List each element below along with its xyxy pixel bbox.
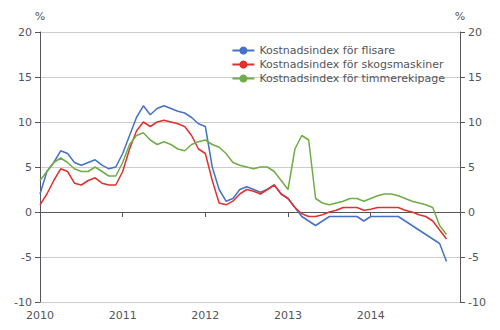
svg-text:20: 20: [468, 26, 482, 39]
svg-text:-10: -10: [14, 296, 32, 309]
svg-text:5: 5: [25, 161, 32, 174]
svg-text:2010: 2010: [26, 309, 54, 322]
svg-text:5: 5: [468, 161, 475, 174]
svg-text:2011: 2011: [109, 309, 137, 322]
svg-text:Kostnadsindex för timmerekipag: Kostnadsindex för timmerekipage: [259, 72, 445, 85]
svg-text:2012: 2012: [191, 309, 219, 322]
svg-text:Kostnadsindex för flisare: Kostnadsindex för flisare: [259, 44, 395, 57]
svg-text:2014: 2014: [357, 309, 385, 322]
svg-text:2013: 2013: [274, 309, 302, 322]
svg-text:-5: -5: [468, 251, 479, 264]
svg-text:%: %: [35, 10, 45, 23]
svg-text:15: 15: [468, 71, 482, 84]
svg-text:10: 10: [18, 116, 32, 129]
svg-text:-5: -5: [21, 251, 32, 264]
svg-text:15: 15: [18, 71, 32, 84]
svg-text:%: %: [455, 10, 465, 23]
svg-text:10: 10: [468, 116, 482, 129]
svg-text:0: 0: [25, 206, 32, 219]
svg-text:-10: -10: [468, 296, 486, 309]
svg-text:0: 0: [468, 206, 475, 219]
svg-text:20: 20: [18, 26, 32, 39]
svg-text:Kostnadsindex för skogsmaskine: Kostnadsindex för skogsmaskiner: [259, 58, 444, 71]
